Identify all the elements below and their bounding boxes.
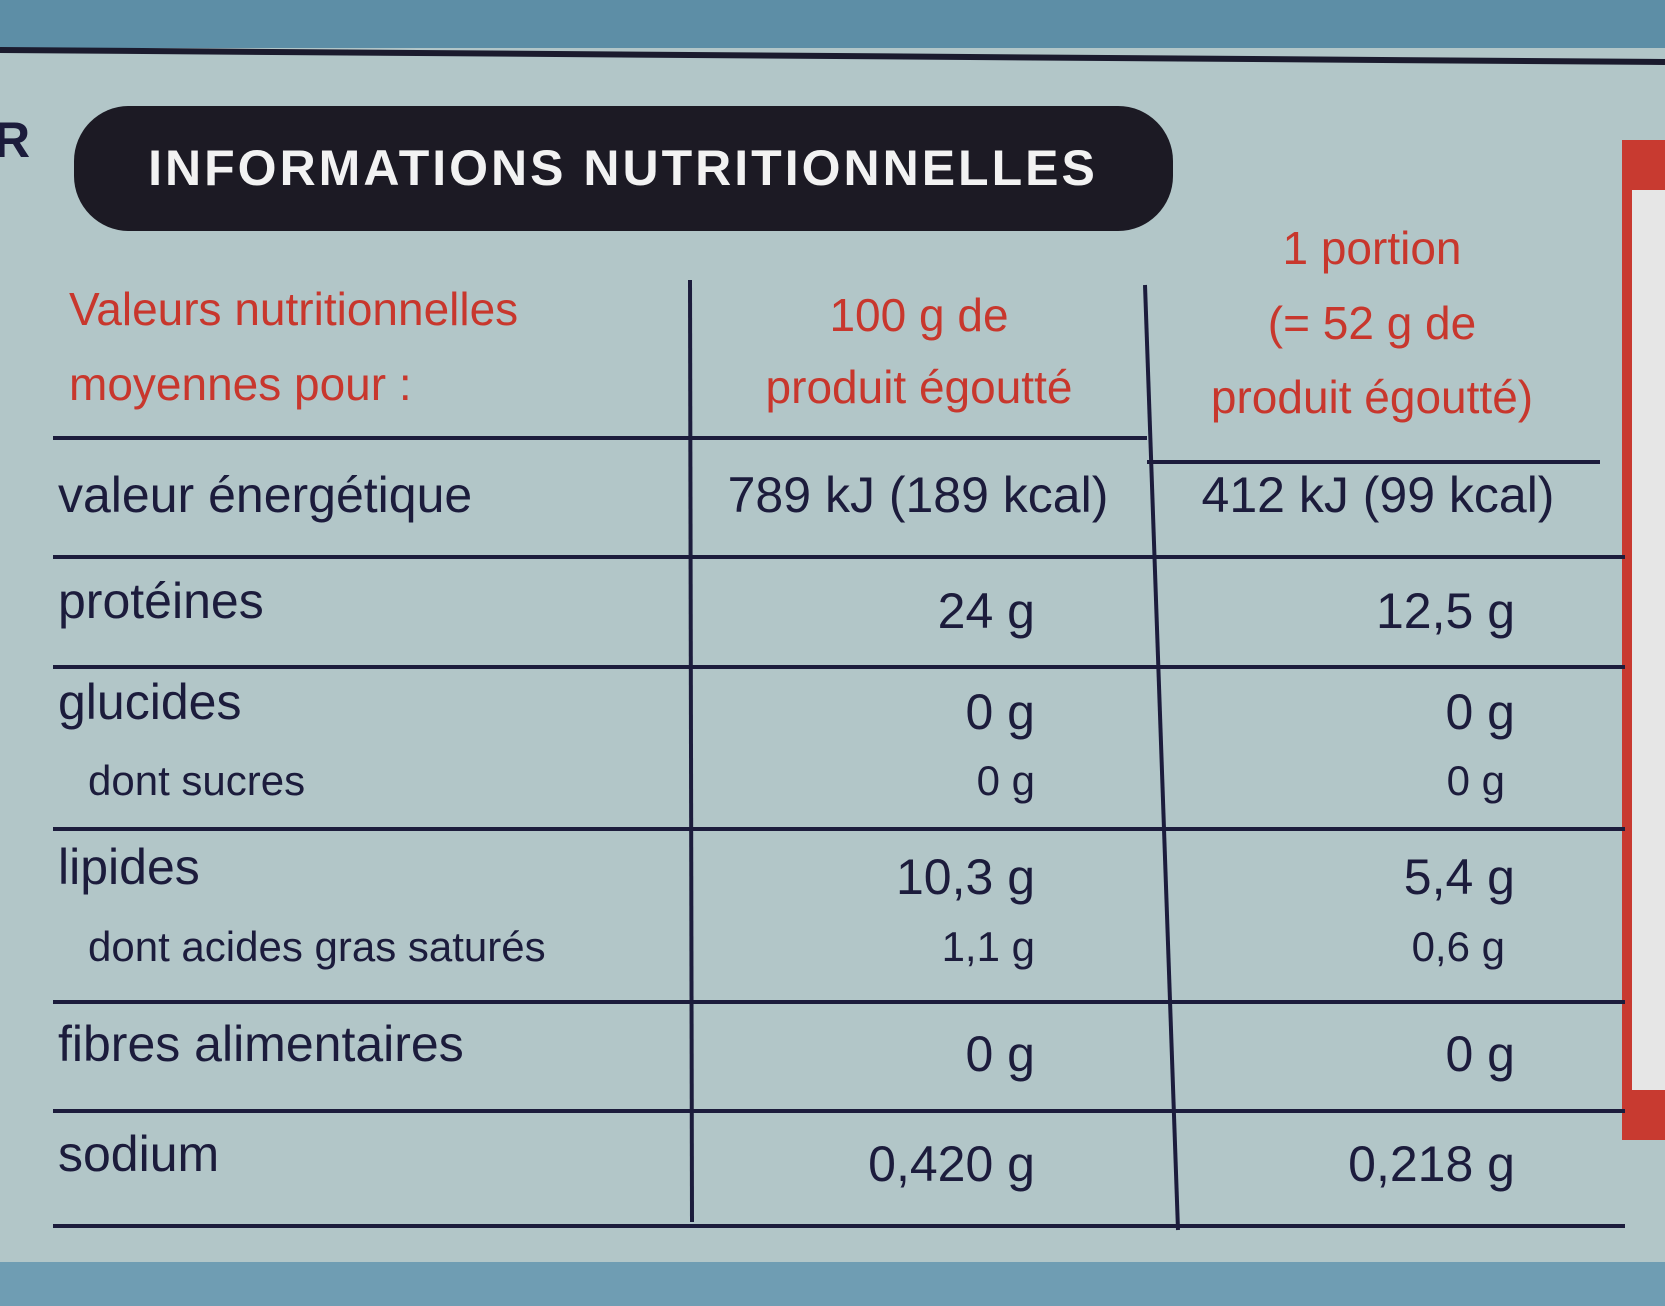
title-pill (74, 106, 1173, 231)
value-100g: 0 g (965, 684, 1035, 740)
row-label: sodium (58, 1126, 219, 1182)
value-100g: 0,420 g (868, 1136, 1035, 1192)
column-header: moyennes pour : (69, 358, 412, 410)
sub-value-portion: 0,6 g (1412, 923, 1505, 970)
column-header: produit égoutté (766, 361, 1073, 413)
sub-label: dont sucres (88, 757, 305, 804)
sub-label: dont acides gras saturés (88, 923, 546, 970)
row-label: protéines (58, 573, 264, 629)
value-portion: 5,4 g (1404, 849, 1515, 905)
row-label: lipides (58, 839, 200, 895)
column-header: (= 52 g de (1268, 297, 1476, 349)
value-100g: 24 g (938, 583, 1035, 639)
column-header: produit égoutté) (1211, 371, 1533, 423)
value-100g: 0 g (965, 1026, 1035, 1082)
row-label: fibres alimentaires (58, 1016, 464, 1072)
value-100g: 10,3 g (896, 849, 1035, 905)
column-header: Valeurs nutritionnelles (69, 283, 518, 335)
value-portion: 0 g (1445, 1026, 1515, 1082)
top-band (0, 0, 1665, 48)
column-rule (688, 279, 694, 1223)
value-portion: 0,218 g (1348, 1136, 1515, 1192)
column-header: 1 portion (1282, 222, 1461, 274)
column-rule (1143, 284, 1180, 1231)
top-edge (0, 47, 1665, 65)
value-100g: 789 kJ (189 kcal) (728, 467, 1109, 523)
bottom-band (0, 1262, 1665, 1306)
sub-value-portion: 0 g (1447, 757, 1505, 804)
sub-value-100g: 1,1 g (942, 923, 1035, 970)
value-portion: 12,5 g (1376, 583, 1515, 639)
edge-text: R (0, 112, 30, 168)
column-header: 100 g de (829, 289, 1008, 341)
sub-value-100g: 0 g (977, 757, 1035, 804)
value-portion: 0 g (1445, 684, 1515, 740)
white-edge (1632, 190, 1665, 1090)
nutrition-table: Valeurs nutritionnelles moyennes pour : 10… (53, 222, 1625, 1231)
title: INFORMATIONS NUTRITIONNELLES (148, 140, 1098, 196)
row-label: valeur énergétique (58, 467, 472, 523)
row-label: glucides (58, 674, 241, 730)
value-portion: 412 kJ (99 kcal) (1202, 467, 1555, 523)
